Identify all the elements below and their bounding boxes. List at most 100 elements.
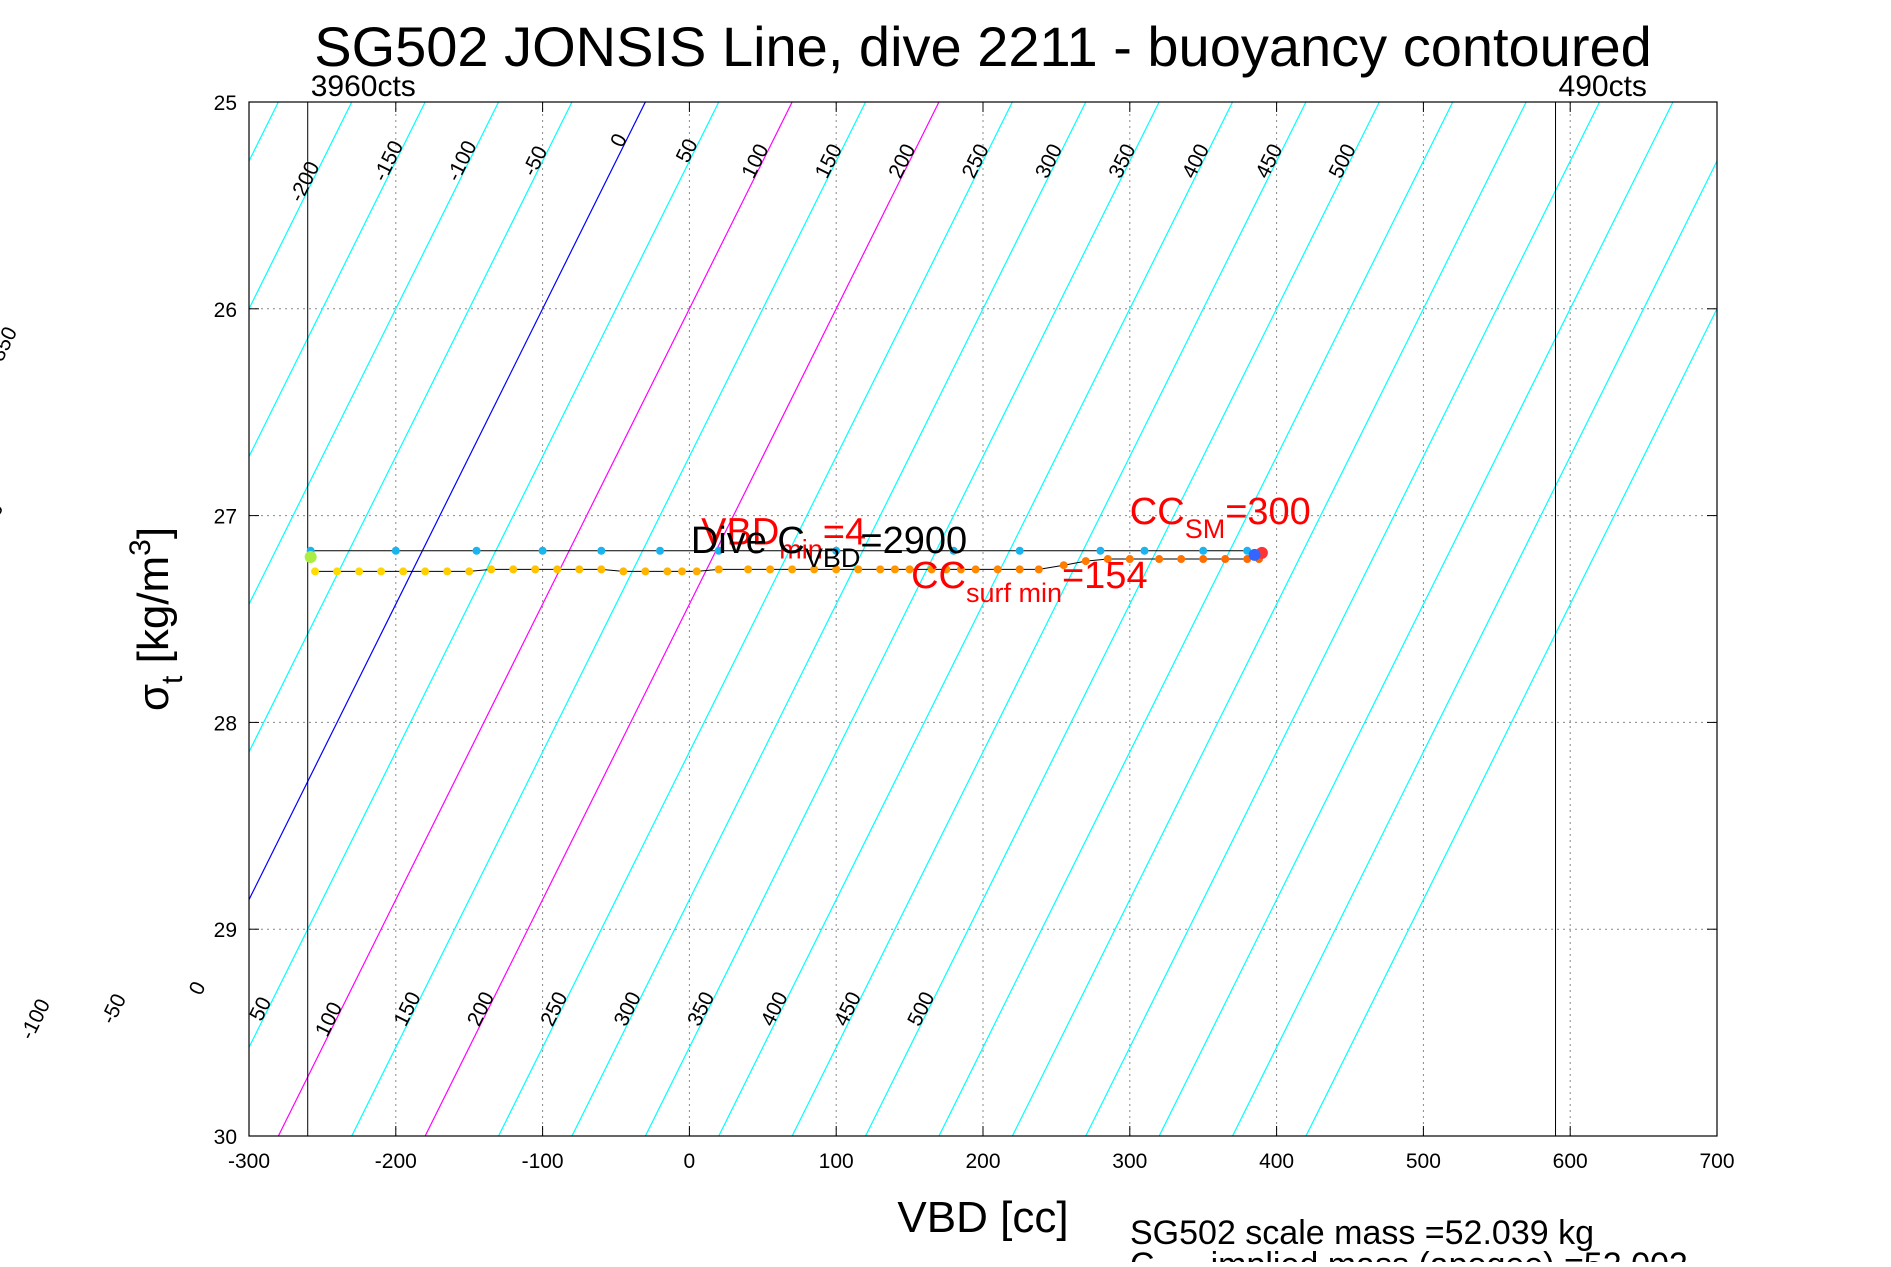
implied-mass-symbol: C — [1130, 1246, 1155, 1262]
ascent-point — [1125, 555, 1134, 564]
descent-point — [597, 546, 606, 555]
contour-label: -50 — [97, 990, 131, 1027]
contour-line-550 — [938, 102, 1454, 1136]
annotation-main: CC — [911, 555, 966, 597]
y-tick-label: 27 — [214, 506, 237, 529]
ascent-point — [641, 567, 650, 576]
ascent-point — [465, 567, 474, 576]
implied-mass-text: implied mass (apogee) =52.002 — [1211, 1246, 1688, 1262]
descent-point — [1140, 546, 1149, 555]
ascent-point — [421, 567, 430, 576]
contour-line--350 — [0, 102, 132, 1136]
contour-line-600 — [1011, 102, 1527, 1136]
contour-label: -350 — [0, 323, 22, 371]
descent-point — [832, 546, 841, 555]
ascent-point — [597, 565, 606, 574]
ascent-point — [1155, 555, 1164, 564]
ascent-point — [971, 565, 980, 574]
vbd-limit-label: 490cts — [1559, 70, 1647, 103]
chart-title: SG502 JONSIS Line, dive 2211 - buoyancy … — [314, 15, 1652, 78]
ascent-point — [355, 567, 364, 576]
descent-point — [714, 546, 723, 555]
descent-point — [949, 546, 958, 555]
y-tick-label: 29 — [214, 919, 237, 942]
ascent-point — [766, 565, 775, 574]
annotation-value: =4 — [823, 512, 866, 554]
ascent-point — [663, 567, 672, 576]
contour-line-650 — [1085, 102, 1601, 1136]
ascent-point — [333, 567, 342, 576]
ascent-point — [1081, 557, 1090, 566]
contour-line--100 — [249, 102, 500, 606]
contour-line--50 — [249, 102, 573, 754]
contour-line-750 — [1232, 159, 1717, 1136]
ascent-point — [399, 567, 408, 576]
x-tick-label: 300 — [1112, 1150, 1147, 1173]
ascent-point — [1199, 555, 1208, 564]
ascent-point — [810, 565, 819, 574]
ascent-point — [1059, 561, 1068, 570]
ascent-point — [993, 565, 1002, 574]
x-tick-label: 100 — [819, 1150, 854, 1173]
x-axis-label: VBD [cc] — [897, 1193, 1068, 1242]
contour-line-200 — [424, 102, 940, 1136]
contour-line-400 — [718, 102, 1234, 1136]
x-tick-label: 700 — [1699, 1150, 1734, 1173]
x-tick-label: 600 — [1553, 1150, 1588, 1173]
contour-line-500 — [865, 102, 1380, 1136]
ascent-point — [714, 565, 723, 574]
scale-mass-note: SG502 scale mass =52.039 kg — [1130, 1214, 1594, 1252]
y-axis-label-superscript: 3 — [124, 539, 157, 556]
x-tick-label: -200 — [375, 1150, 417, 1173]
vbd-limit-label: 3960cts — [311, 70, 416, 103]
y-axis-label-unit: [kg/m — [129, 556, 178, 676]
ascent-point — [443, 567, 452, 576]
ascent-point — [678, 567, 687, 576]
contour-label: -100 — [16, 995, 55, 1043]
descent-point — [1015, 546, 1024, 555]
contour-line--200 — [249, 102, 353, 311]
ascent-point — [744, 565, 753, 574]
ascent-point — [1103, 555, 1112, 564]
x-tick-label: 0 — [684, 1150, 696, 1173]
x-tick-label: -100 — [522, 1150, 564, 1173]
contour-line-350 — [644, 102, 1160, 1136]
contour-line--150 — [249, 102, 426, 458]
contour-line-0 — [249, 102, 646, 902]
ascent-line — [315, 558, 1259, 572]
y-tick-label: 30 — [214, 1126, 237, 1149]
contour-line-800 — [1305, 307, 1717, 1136]
profile-marker — [1248, 548, 1261, 561]
axes: -300 -200 -100 0 100 200 300 400 500 600 700 25 26 27… — [214, 92, 1735, 1173]
descent-point — [656, 546, 665, 555]
descent-point — [391, 546, 400, 555]
annotation-value: =300 — [1225, 491, 1311, 533]
ascent-point — [1034, 565, 1043, 574]
ascent-point — [927, 565, 936, 574]
contour-line-700 — [1158, 102, 1674, 1136]
ascent-point — [905, 565, 914, 574]
descent-point — [1096, 546, 1105, 555]
ascent-point — [1221, 555, 1230, 564]
annotation-main: Dive C — [691, 520, 805, 562]
y-tick-label: 26 — [214, 299, 237, 322]
annotation-cc_sm: CCSM=300 — [1130, 491, 1311, 544]
ascent-point — [692, 567, 701, 576]
annotation-value: =2900 — [860, 520, 967, 562]
annotation-subscript: surf min — [966, 578, 1062, 608]
contour-label: -300 — [0, 499, 8, 547]
contour-lines — [0, 102, 1717, 1136]
y-tick-label: 28 — [214, 712, 237, 735]
ascent-point — [377, 567, 386, 576]
ascent-point — [956, 565, 965, 574]
ascent-point — [942, 565, 951, 574]
annotation-subscript: SM — [1185, 514, 1226, 544]
descent-point — [538, 546, 547, 555]
y-tick-label: 25 — [214, 92, 237, 115]
ascent-point — [890, 565, 899, 574]
ascent-point — [854, 565, 863, 574]
ascent-point — [788, 565, 797, 574]
